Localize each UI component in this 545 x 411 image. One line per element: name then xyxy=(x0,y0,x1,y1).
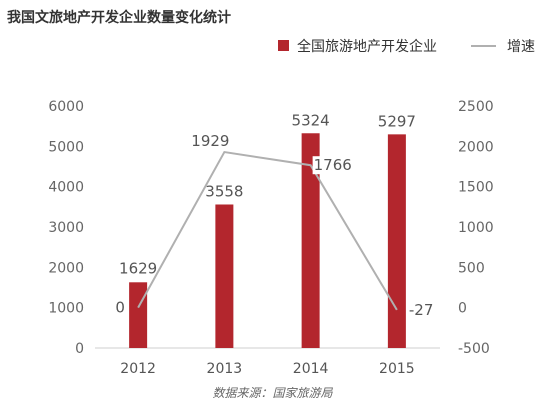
y-right-tick-label: 2000 xyxy=(458,139,494,155)
bar-2013 xyxy=(215,204,234,348)
bar-2012 xyxy=(129,282,148,348)
source-note: 数据来源：国家旅游局 xyxy=(212,386,333,400)
x-tick-label: 2015 xyxy=(379,361,415,377)
y-right-tick-label: 500 xyxy=(458,260,485,276)
line-data-label: 0 xyxy=(115,299,125,317)
bar-2014 xyxy=(301,133,320,348)
y-left-tick-label: 2000 xyxy=(48,260,84,276)
y-left-tick-label: 6000 xyxy=(48,99,84,115)
y-right-tick-label: 1500 xyxy=(458,180,494,196)
label-background xyxy=(312,156,353,175)
bar-data-label: 5324 xyxy=(292,111,330,129)
line-data-label: -27 xyxy=(409,301,434,319)
bar-2015 xyxy=(387,134,406,348)
growth-line xyxy=(137,150,398,311)
chart-title: 我国文旅地产开发企业数量变化统计 xyxy=(7,10,231,26)
bar-data-label: 5297 xyxy=(378,112,416,130)
bar-data-label: 1629 xyxy=(119,259,157,277)
legend-label-line: 增速 xyxy=(507,39,535,55)
y-left-tick-label: 5000 xyxy=(48,139,84,155)
y-right-tick-label: 2500 xyxy=(458,99,494,115)
y-left-tick-label: 4000 xyxy=(48,180,84,196)
y-left-tick-label: 0 xyxy=(75,341,84,357)
y-left-tick-label: 3000 xyxy=(48,220,84,236)
line-data-label: 1766 xyxy=(314,156,352,174)
bar-data-label: 3558 xyxy=(205,182,243,200)
x-tick-label: 2014 xyxy=(293,361,329,377)
legend-label-bar: 全国旅游地产开发企业 xyxy=(297,38,437,55)
y-right-tick-label: 1000 xyxy=(458,220,494,236)
legend-swatch-bar xyxy=(278,40,289,51)
line-data-label: 1929 xyxy=(191,132,229,150)
y-right-tick-label: 0 xyxy=(458,301,467,317)
y-left-tick-label: 1000 xyxy=(48,301,84,317)
x-tick-label: 2013 xyxy=(207,361,243,377)
x-tick-label: 2012 xyxy=(120,361,156,377)
y-right-tick-label: -500 xyxy=(458,341,490,357)
